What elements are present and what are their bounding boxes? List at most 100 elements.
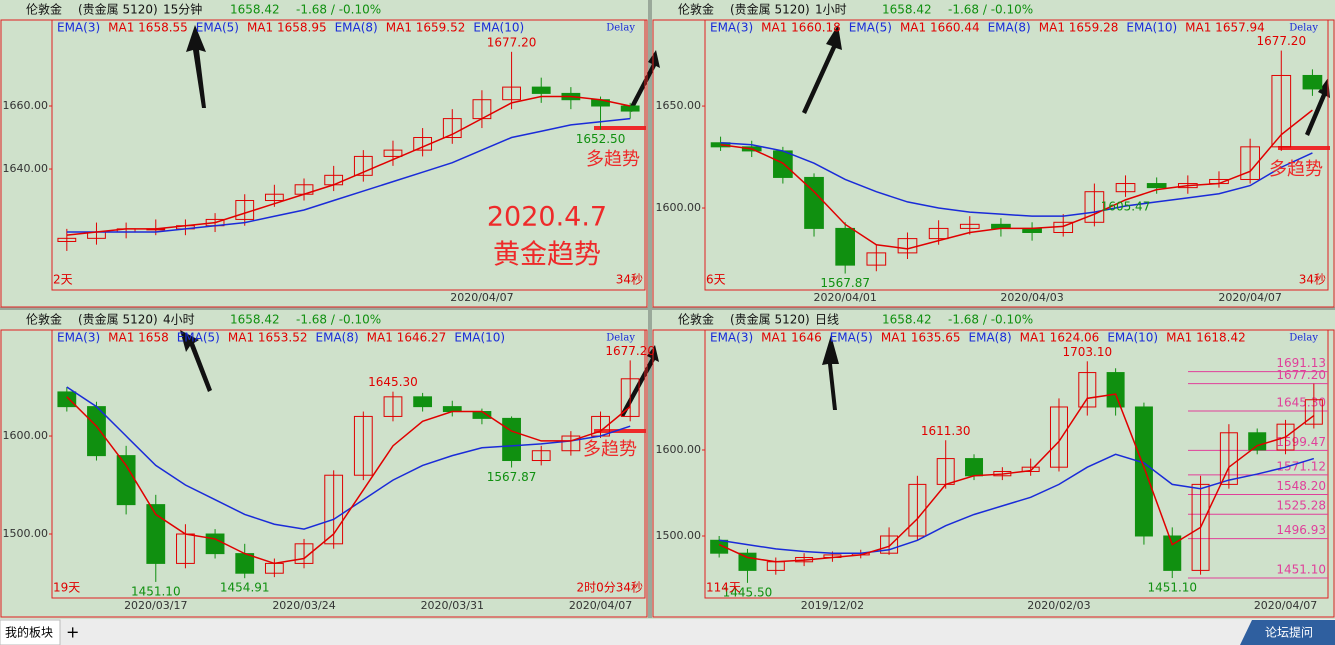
y-tick-label: 1500.00 [3,527,49,540]
indicator: MA1 1658.55 [108,21,188,35]
header-period[interactable]: 4小时 [163,313,195,327]
y-tick-label: 1640.00 [3,162,49,175]
candle-body [383,396,403,417]
forum-label[interactable]: 论坛提问 [1265,625,1313,640]
header-change: -1.68 / -0.10% [948,313,1033,327]
x-tick-label: 2020/03/17 [124,599,187,612]
candle-body [1049,406,1068,468]
add-button[interactable]: + [66,623,79,642]
header-market: (贵金属 5120) [78,2,158,17]
level-label: 1599.47 [1276,435,1326,449]
trend-bars [594,126,1330,433]
candle-body [294,543,314,564]
candle-body [1146,183,1167,189]
delay: Delay [1289,333,1318,344]
ma-line [719,453,1315,554]
indicator: MA1 1658 [108,331,169,345]
candle-body [866,252,887,266]
candle-body [442,118,462,139]
candle-body [1304,399,1323,425]
candle-body [710,142,731,148]
indicator: EMA(8) [316,331,359,345]
header-price: 1658.42 [882,3,932,17]
candle-body [835,227,856,266]
panel-frame [652,329,1335,618]
ma-line [720,142,1313,217]
y-tick-label: 1650.00 [656,99,702,112]
ma-line [66,396,631,565]
extreme-label: 1611.30 [921,424,971,438]
candle-body [383,149,403,157]
candle-body [620,105,640,112]
indicator: MA1 1658.95 [247,21,327,35]
candle-body [146,504,166,564]
indicator: MA1 1659.28 [1039,21,1119,35]
header-name: 伦敦金 [26,2,62,17]
x-tick-label: 2020/04/07 [569,599,632,612]
trend-note: 多趋势 [1269,159,1323,180]
y-tick-label: 1600.00 [3,429,49,442]
candle-body [531,450,551,462]
extreme-label: 1605.47 [1101,199,1151,213]
indicator: MA1 1657.94 [1185,21,1265,35]
x-tick-label: 2020/04/07 [1218,291,1281,304]
level-label: 1525.28 [1276,499,1326,513]
candle-body [116,455,136,506]
header-name: 伦敦金 [26,312,62,327]
left-note: 6天 [706,273,726,287]
header-period[interactable]: 1小时 [815,3,847,17]
indicator: MA1 1659.52 [386,21,466,35]
candle-body [959,223,980,229]
forum-button[interactable] [1240,620,1335,645]
header-name: 伦敦金 [678,312,714,327]
indicator: MA1 1635.65 [881,331,961,345]
header-change: -1.68 / -0.10% [296,3,381,17]
level-label: 1571.12 [1276,459,1326,473]
indicator: MA1 1653.52 [228,331,308,345]
x-tick-label: 2020/02/03 [1027,599,1090,612]
delay: Delay [606,333,635,344]
candle-body [1134,406,1153,537]
level-label: 1691.13 [1276,356,1326,370]
tab[interactable] [0,619,61,645]
candle-body [561,435,581,452]
header-market: (贵金属 5120) [730,312,810,327]
overlay-title: 黄金趋势 [493,240,601,271]
candle-body [264,193,284,202]
left-note: 2天 [53,273,73,287]
indicator: EMA(10) [454,331,505,345]
indicator: EMA(5) [196,21,239,35]
header-market: (贵金属 5120) [78,312,158,327]
header-period[interactable]: 日线 [815,313,839,327]
ma-line [66,117,631,233]
y-tick-label: 1660.00 [3,99,49,112]
indicator: EMA(3) [57,331,100,345]
indicator: EMA(5) [830,331,873,345]
candle-body [1276,423,1295,451]
candle-body [1021,466,1040,472]
left-note: 19天 [53,581,80,595]
header-period[interactable]: 15分钟 [163,2,202,17]
tab-label[interactable]: 我的板块 [5,625,53,640]
candle-body [1084,191,1105,223]
candle-body [620,378,640,417]
indicator: EMA(3) [710,21,753,35]
candle-body [804,176,824,229]
indicator: EMA(10) [1126,21,1177,35]
ma-line [718,393,1315,563]
trend-note: 多趋势 [586,149,640,170]
indicator: MA1 1660.18 [761,21,841,35]
extreme-label: 1454.91 [220,581,270,595]
extreme-label: 1703.10 [1062,345,1112,359]
trend-note: 多趋势 [583,439,637,460]
level-label: 1451.10 [1276,563,1326,577]
level-label: 1548.20 [1276,479,1326,493]
indicator: MA1 1624.06 [1020,331,1100,345]
x-tick-label: 2020/04/07 [450,291,513,304]
delay: Delay [606,23,635,34]
candle-body [87,406,106,457]
x-tick-label: 2020/04/01 [813,291,876,304]
indicator: MA1 1646 [761,331,822,345]
left-note: 114天 [706,581,741,595]
